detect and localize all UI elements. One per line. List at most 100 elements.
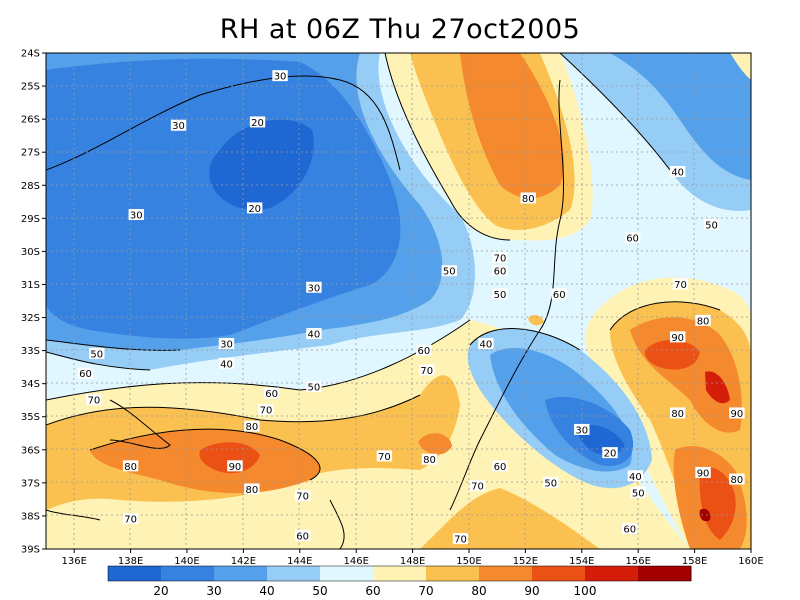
colorbar-label: 30 [206, 584, 221, 598]
contour-label: 40 [671, 168, 684, 179]
y-tick-label: 36S [21, 445, 40, 456]
x-tick-label: 144E [287, 556, 312, 567]
contour-label-bg [421, 453, 438, 465]
contour-label: 70 [124, 515, 137, 526]
contour-label: 80 [423, 455, 436, 466]
colorbar-label: 20 [153, 584, 168, 598]
x-tick-label: 146E [343, 556, 368, 567]
colorbar-swatch [585, 566, 639, 581]
x-tick-label: 150E [456, 556, 481, 567]
contour-lines [46, 53, 721, 481]
contour-label: 40 [220, 359, 233, 370]
contour-label: 50 [494, 290, 507, 301]
contour-label: 70 [471, 482, 484, 493]
contour-label-bg [122, 513, 139, 525]
contour-label-bg [729, 473, 745, 485]
contour-label-bg [602, 447, 618, 459]
y-tick-label: 24S [21, 49, 40, 60]
field-90-100 [460, 53, 565, 199]
contour-label-bg [669, 166, 686, 178]
field-above-100 [705, 371, 730, 404]
contour-label: 70 [420, 366, 433, 377]
contour-label: 60 [623, 525, 636, 536]
field-above-100 [644, 340, 700, 370]
x-tick-label: 160E [738, 556, 763, 567]
contour-label-bg [492, 252, 508, 264]
contour-label: 30 [130, 211, 143, 222]
y-tick-label: 25S [21, 82, 40, 93]
contour-label-bg [416, 344, 432, 356]
contour-label-bg [669, 407, 686, 419]
contour-label: 80 [522, 194, 535, 205]
contour-label-bg [258, 404, 274, 416]
contour-label-bg [246, 202, 263, 214]
contour-label-bg [419, 364, 435, 376]
contour-label: 70 [674, 280, 687, 291]
contour-label-bg [469, 480, 486, 492]
x-tick-label: 142E [231, 556, 256, 567]
contour-label-bg [703, 218, 720, 230]
chart-title: RH at 06Z Thu 27oct2005 [219, 14, 581, 45]
contour-label: 50 [544, 478, 557, 489]
contour-label-bg [249, 116, 266, 128]
colorbar-swatch [373, 566, 427, 581]
colorbar-label: 70 [418, 584, 433, 598]
colorbar-label: 80 [471, 584, 486, 598]
contour-label: 20 [251, 118, 264, 129]
y-tick-label: 30S [21, 247, 40, 258]
contour-label: 30 [308, 283, 321, 294]
field-30-40 [610, 53, 751, 180]
contour-label-bg [294, 490, 311, 502]
contour-label: 90 [671, 333, 684, 344]
contour-label: 70 [88, 396, 101, 407]
colorbar-label: 50 [312, 584, 327, 598]
contour-label: 40 [480, 339, 493, 350]
y-tick-label: 38S [21, 511, 40, 522]
y-tick-label: 37S [21, 478, 40, 489]
contour-label-bg [695, 314, 711, 326]
colorbar-swatch [426, 566, 480, 581]
x-tick-label: 152E [513, 556, 538, 567]
contour-label-bg [170, 119, 187, 131]
contour-label-bg [624, 232, 641, 244]
x-tick-label: 158E [682, 556, 707, 567]
contour-label-bg [551, 288, 567, 300]
contour-label-bg [263, 387, 280, 399]
contour-label: 20 [248, 204, 261, 215]
plot-frame [45, 52, 752, 550]
contour-label-bg [376, 450, 393, 462]
contour-label: 60 [626, 234, 639, 245]
colorbar-label: 60 [365, 584, 380, 598]
contour-label: 60 [265, 389, 278, 400]
contour-label-bg [86, 394, 102, 406]
colorbar-label: 90 [524, 584, 539, 598]
longitude-axis: 136E 138E 140E 142E 144E 146E 148E 150E 152E 154E… [61, 549, 764, 567]
colorbar-swatch [638, 566, 692, 581]
contour-label: 80 [124, 462, 137, 473]
contour-label: 50 [705, 220, 718, 231]
contour-label: 30 [274, 72, 287, 83]
contour-label: 40 [629, 472, 642, 483]
contour-label-bg [89, 347, 105, 359]
contour-label-bg [520, 192, 536, 204]
contour-label: 50 [308, 382, 321, 393]
contour-label-bg [492, 288, 508, 300]
y-tick-label: 31S [21, 280, 40, 291]
colorbar-swatch [532, 566, 586, 581]
y-tick-label: 32S [21, 313, 40, 324]
contour-label-bg [306, 328, 322, 340]
contour-label: 20 [604, 449, 617, 460]
x-tick-label: 148E [400, 556, 425, 567]
contour-label-bg [669, 331, 686, 343]
colorbar-swatch [108, 566, 162, 581]
x-tick-label: 140E [174, 556, 199, 567]
contour-label: 80 [245, 422, 258, 433]
y-tick-label: 39S [21, 545, 40, 556]
field-60-70 [730, 53, 751, 80]
contour-label: 90 [731, 409, 744, 420]
contour-label-bg [574, 423, 590, 435]
field-90-100 [199, 442, 260, 474]
contour-label-bg [128, 209, 144, 221]
contour-label-bg [77, 367, 94, 379]
contour-label: 80 [245, 485, 258, 496]
